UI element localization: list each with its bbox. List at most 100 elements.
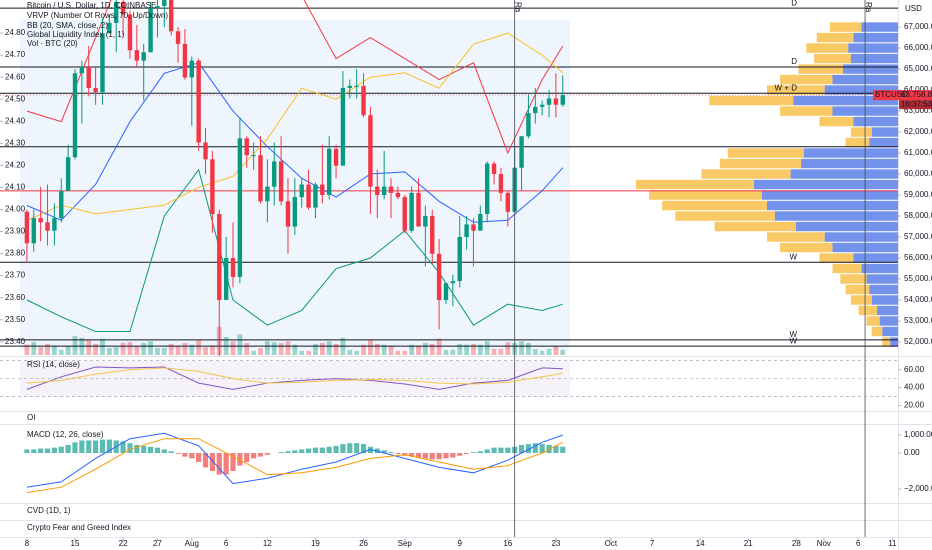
- y-tick-label: 0.00: [904, 448, 920, 457]
- profile-up: [824, 232, 898, 242]
- volume-bar: [38, 347, 44, 355]
- macd-histogram: [518, 444, 525, 454]
- profile-down: [767, 232, 825, 242]
- candle-body: [24, 211, 30, 244]
- volume-bar: [285, 341, 291, 355]
- y-tick-label: 67,000.00: [904, 22, 932, 31]
- indicator-line: [26, 366, 563, 390]
- profile-up: [869, 284, 898, 295]
- y2-tick-label: 23.80: [5, 249, 26, 258]
- candle-body: [333, 148, 339, 166]
- profile-up: [869, 137, 898, 148]
- y-tick-label: 55,000.00: [904, 274, 932, 283]
- profile-up: [842, 64, 898, 74]
- volume-bar: [210, 345, 215, 355]
- y-tick-label: 59,000.00: [904, 190, 932, 199]
- currency-label: USD: [905, 4, 922, 13]
- profile-up: [824, 85, 898, 95]
- profile-down: [882, 337, 891, 347]
- y2-tick-label: 24.40: [5, 116, 26, 125]
- volume-bar: [196, 340, 202, 355]
- volume-bar: [278, 343, 284, 355]
- pane-title: OI: [27, 413, 35, 422]
- level-label: W: [789, 252, 797, 261]
- candle-body: [491, 163, 497, 175]
- y2-tick-label: 23.90: [5, 227, 26, 236]
- level-label: D: [791, 57, 797, 66]
- volume-bar: [333, 343, 339, 355]
- macd-histogram: [429, 453, 435, 460]
- candle-body: [526, 113, 531, 137]
- candle-body: [265, 186, 270, 202]
- profile-down: [829, 22, 862, 32]
- volume-bar: [347, 349, 353, 355]
- candle-body: [217, 213, 222, 300]
- volume-bar: [86, 340, 92, 355]
- macd-histogram: [134, 444, 140, 454]
- indicator-label: Vol · BTC (20): [27, 39, 78, 48]
- y2-tick-label: 23.70: [5, 271, 26, 280]
- volume-bar: [416, 345, 421, 355]
- macd-histogram: [360, 444, 367, 454]
- y-tick-label: 66,000.00: [904, 43, 932, 52]
- volume-bar: [402, 350, 408, 355]
- candle-body: [162, 0, 167, 7]
- macd-histogram: [532, 443, 538, 454]
- profile-up: [753, 179, 898, 190]
- macd-histogram: [79, 440, 85, 454]
- candle-body: [368, 115, 373, 187]
- candle-body: [175, 31, 181, 44]
- volume-bar: [24, 344, 30, 355]
- candle-body: [505, 192, 511, 212]
- macd-histogram: [312, 447, 319, 454]
- last-price-label: 63,758.88: [901, 90, 932, 99]
- indicator-line: [26, 32, 564, 221]
- x-tick-label: 22: [119, 539, 128, 548]
- candle-body: [141, 52, 146, 61]
- countdown-tag: [899, 100, 932, 110]
- candle-body: [347, 85, 352, 88]
- candle-body: [478, 213, 483, 231]
- candle-body: [258, 155, 263, 202]
- candle-body: [182, 43, 188, 78]
- pane-title: Crypto Fear and Greed Index: [27, 523, 131, 532]
- x-tick-label: 26: [359, 539, 368, 548]
- y-tick-label: 54,000.00: [904, 295, 932, 304]
- x-tick-label: 7: [650, 539, 655, 548]
- volume-bar: [429, 343, 435, 355]
- volume-bar: [450, 349, 456, 355]
- profile-down: [714, 221, 796, 232]
- macd-histogram: [202, 453, 209, 468]
- profile-up: [774, 211, 898, 221]
- candle-body: [230, 258, 236, 277]
- pane-title: RSI (14, close): [27, 360, 80, 369]
- pane-title: MACD (12, 26, close): [27, 430, 104, 439]
- indicator-line: [26, 168, 563, 332]
- volume-bar: [313, 343, 318, 355]
- level-label: W + D: [775, 83, 798, 92]
- macd-histogram: [196, 453, 202, 463]
- volume-bar: [161, 348, 167, 355]
- profile-up: [848, 43, 898, 53]
- macd-histogram: [477, 451, 483, 454]
- candle-body: [168, 0, 174, 32]
- profile-up: [761, 190, 898, 200]
- profile-down: [850, 127, 872, 137]
- volume-bar: [127, 342, 133, 355]
- macd-histogram: [51, 447, 57, 454]
- candle-body: [320, 184, 325, 196]
- profile-up: [853, 253, 898, 263]
- profile-up: [767, 200, 898, 211]
- indicator-line: [26, 62, 564, 223]
- volume-bar: [237, 334, 243, 355]
- x-tick-label: 21: [744, 539, 753, 548]
- candle-body: [381, 186, 387, 196]
- macd-histogram: [189, 453, 195, 459]
- level-label: D: [791, 0, 797, 7]
- volume-bar: [134, 346, 140, 355]
- macd-histogram: [491, 447, 497, 454]
- macd-histogram: [86, 440, 92, 454]
- y-tick-label: 40.00: [904, 383, 925, 392]
- volume-bar: [120, 343, 126, 355]
